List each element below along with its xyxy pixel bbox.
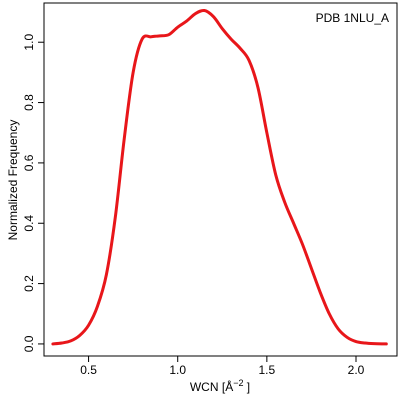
y-axis-title: Normalized Frequency: [6, 120, 20, 241]
y-tick-label: 0.8: [22, 94, 36, 111]
y-axis: 0.0 0.2 0.4 0.6 0.8 1.0: [22, 34, 44, 352]
density-curve: [51, 8, 388, 346]
y-tick-label: 0.2: [22, 275, 36, 292]
x-axis-title-unit: Å: [225, 379, 233, 394]
y-tick-label: 0.0: [22, 335, 36, 352]
series-layer: [51, 8, 388, 346]
x-tick-label: 2.0: [348, 363, 365, 377]
x-axis-title-exponent: −2: [233, 378, 243, 388]
y-tick-label: 0.6: [22, 154, 36, 171]
plot-frame: [43, 2, 398, 357]
y-tick-label: 1.0: [22, 34, 36, 51]
x-axis: 0.5 1.0 1.5 2.0: [80, 356, 365, 377]
y-tick-label: 0.4: [22, 215, 36, 232]
x-tick-label: 0.5: [80, 363, 97, 377]
x-axis-title: WCN [Å−2 ]: [190, 378, 250, 394]
pdb-annotation: PDB 1NLU_A: [316, 11, 389, 25]
x-axis-title-prefix: WCN [: [190, 380, 226, 394]
x-axis-title-suffix: ]: [243, 380, 250, 394]
x-tick-label: 1.5: [259, 363, 276, 377]
x-tick-label: 1.0: [169, 363, 186, 377]
